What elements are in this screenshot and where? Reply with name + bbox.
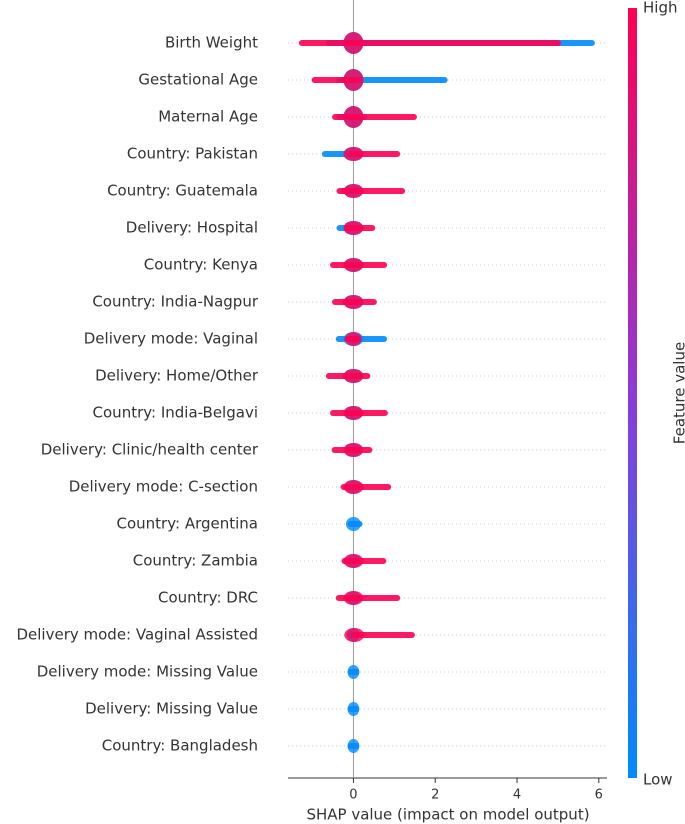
y-tick-label: Country: Guatemala (107, 182, 258, 200)
x-tick-label: 2 (431, 788, 439, 803)
y-tick-label: Delivery mode: Vaginal (84, 330, 258, 348)
swarm-band (336, 77, 448, 83)
y-tick-label: Birth Weight (165, 34, 258, 52)
swarm-band (298, 40, 561, 46)
swarm-band (351, 632, 415, 638)
swarm-core (347, 665, 360, 679)
swarm-core (344, 628, 365, 642)
y-tick-label: Country: Argentina (117, 515, 259, 533)
y-tick-label: Gestational Age (138, 71, 258, 89)
y-tick-label: Country: India-Belgavi (93, 404, 258, 422)
colorbar-label: Feature value (671, 342, 685, 444)
x-tick-label: 4 (513, 788, 521, 803)
x-tick-label: 6 (595, 788, 603, 803)
y-tick-label: Country: Bangladesh (102, 737, 258, 755)
swarm-core (343, 369, 364, 383)
y-tick-label: Delivery: Clinic/health center (41, 441, 259, 459)
colorbar (628, 8, 637, 778)
swarm-core (343, 443, 364, 457)
y-tick-label: Country: India-Nagpur (92, 293, 259, 311)
swarm-core (343, 106, 364, 128)
y-tick-label: Country: Pakistan (127, 145, 258, 163)
swarm-core (343, 32, 364, 54)
swarm-core (343, 554, 364, 568)
y-tick-label: Delivery mode: Missing Value (37, 663, 258, 681)
colorbar-low: Low (643, 771, 673, 789)
swarm-core (343, 147, 364, 161)
swarm-core (343, 480, 364, 494)
y-tick-label: Delivery: Home/Other (95, 367, 259, 385)
swarm-core (343, 258, 364, 272)
swarm-core (343, 295, 364, 309)
x-tick-label: 0 (349, 788, 357, 803)
y-tick-label: Maternal Age (158, 108, 258, 126)
swarm-core (343, 69, 364, 91)
y-tick-label: Country: Zambia (133, 552, 258, 570)
swarm-core (343, 406, 364, 420)
swarm-core (347, 702, 360, 716)
y-tick-label: Delivery: Hospital (126, 219, 258, 237)
y-tick-label: Delivery mode: Vaginal Assisted (16, 626, 258, 644)
swarm-core (343, 221, 364, 235)
x-axis-label: SHAP value (impact on model output) (306, 806, 589, 824)
y-tick-label: Country: DRC (158, 589, 258, 607)
swarm-core (343, 591, 364, 605)
y-tick-label: Delivery: Missing Value (85, 700, 258, 718)
y-tick-label: Delivery mode: C-section (69, 478, 258, 496)
swarm-core (345, 332, 362, 346)
swarm-core (343, 184, 364, 198)
colorbar-high: High (643, 0, 677, 17)
swarm-core (347, 739, 360, 753)
y-tick-label: Country: Kenya (144, 256, 258, 274)
swarm-core (345, 517, 361, 531)
